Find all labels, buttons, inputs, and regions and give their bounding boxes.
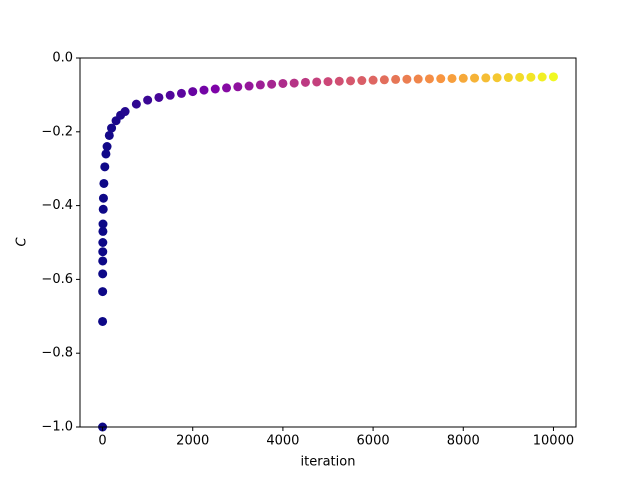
point bbox=[503, 73, 513, 83]
point bbox=[222, 83, 232, 93]
point bbox=[98, 204, 108, 214]
point bbox=[154, 92, 164, 102]
point bbox=[210, 84, 220, 94]
x-tick-label: 6000 bbox=[357, 434, 390, 449]
point bbox=[98, 226, 108, 236]
x-tick-label: 2000 bbox=[176, 434, 209, 449]
point bbox=[424, 74, 434, 84]
y-tick-label: −1.0 bbox=[41, 420, 73, 435]
point bbox=[447, 73, 457, 83]
point bbox=[458, 73, 468, 83]
point bbox=[188, 87, 198, 97]
x-tick-label: 8000 bbox=[447, 434, 480, 449]
point bbox=[436, 74, 446, 84]
point bbox=[131, 99, 141, 109]
x-tick-label: 10000 bbox=[533, 434, 574, 449]
point bbox=[346, 76, 356, 86]
point bbox=[526, 72, 536, 82]
y-tick-label: −0.4 bbox=[41, 198, 73, 213]
point bbox=[165, 90, 175, 100]
point bbox=[143, 95, 153, 105]
point bbox=[402, 74, 412, 84]
point bbox=[255, 80, 265, 90]
point bbox=[98, 316, 108, 326]
y-axis-label: C bbox=[15, 237, 30, 247]
x-tick-label: 0 bbox=[98, 434, 106, 449]
point bbox=[289, 78, 299, 88]
point bbox=[515, 72, 525, 82]
point bbox=[300, 77, 310, 87]
point bbox=[120, 107, 130, 117]
point bbox=[492, 73, 502, 83]
x-axis-label: iteration bbox=[301, 455, 356, 470]
point bbox=[102, 142, 112, 152]
point bbox=[391, 74, 401, 84]
point bbox=[334, 76, 344, 86]
point bbox=[98, 238, 108, 247]
point bbox=[98, 219, 108, 229]
point bbox=[267, 79, 277, 89]
point bbox=[101, 149, 111, 159]
point bbox=[368, 75, 378, 85]
point bbox=[98, 256, 108, 266]
point bbox=[470, 73, 480, 83]
point bbox=[98, 247, 108, 257]
point bbox=[107, 123, 117, 133]
y-tick-label: −0.6 bbox=[41, 272, 73, 287]
point bbox=[99, 178, 109, 188]
point bbox=[104, 130, 114, 140]
point bbox=[233, 82, 243, 92]
point bbox=[413, 74, 423, 84]
point bbox=[481, 73, 491, 83]
point bbox=[176, 88, 186, 98]
y-tick-label: 0.0 bbox=[52, 51, 73, 66]
point bbox=[199, 85, 209, 95]
point bbox=[379, 75, 389, 85]
y-tick-label: −0.8 bbox=[41, 346, 73, 361]
point bbox=[98, 193, 108, 203]
point bbox=[98, 269, 108, 279]
point bbox=[100, 162, 110, 172]
point bbox=[244, 81, 254, 91]
y-tick-label: −0.2 bbox=[41, 124, 73, 139]
point bbox=[323, 77, 333, 87]
point bbox=[548, 72, 558, 82]
x-tick-label: 4000 bbox=[266, 434, 299, 449]
points bbox=[98, 72, 558, 432]
point bbox=[312, 77, 322, 87]
point bbox=[357, 76, 367, 86]
point bbox=[537, 72, 547, 82]
point bbox=[278, 78, 288, 88]
point bbox=[98, 287, 108, 297]
axes-frame bbox=[79, 57, 577, 428]
